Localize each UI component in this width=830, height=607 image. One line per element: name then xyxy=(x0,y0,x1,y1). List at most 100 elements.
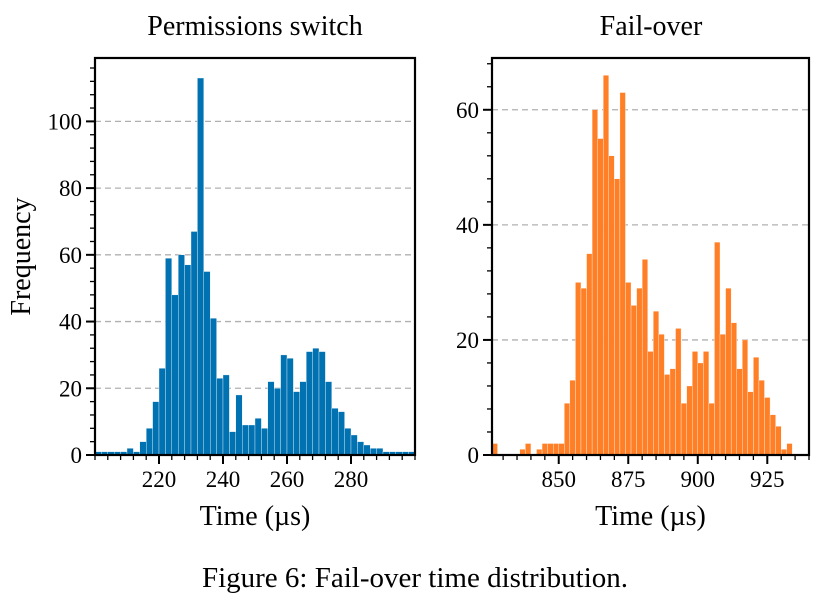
histogram-bar xyxy=(229,431,236,456)
y-tick-label: 0 xyxy=(71,443,83,468)
histogram-bar xyxy=(619,92,626,456)
histogram-bar xyxy=(338,411,345,456)
histogram-bar xyxy=(553,443,559,456)
histogram-bar xyxy=(280,354,288,456)
x-tick-label: 260 xyxy=(270,467,305,492)
histogram-bar xyxy=(669,368,676,456)
histogram-bar xyxy=(293,391,300,456)
histogram-bar xyxy=(692,351,698,456)
histogram-bar xyxy=(686,385,693,456)
histogram-bar xyxy=(747,391,754,456)
histogram-bar xyxy=(235,394,243,456)
panel-permissions-switch: Permissions switch 0 20 40 60 80 100 220 240 260 2… xyxy=(6,11,417,532)
histogram-bar xyxy=(363,444,371,456)
histogram-bar xyxy=(547,443,554,456)
histogram-bar xyxy=(630,305,637,456)
histogram-bar xyxy=(719,333,726,456)
histogram-bar xyxy=(658,333,665,456)
histogram-bar xyxy=(742,339,748,456)
y-tick-label: 40 xyxy=(456,213,479,238)
histogram-bar xyxy=(625,282,632,456)
x-axis-label: Time (µs) xyxy=(595,501,706,532)
histogram-bar xyxy=(184,264,192,456)
histogram-bar xyxy=(680,403,687,456)
histogram-bar xyxy=(786,443,793,456)
histogram-bar xyxy=(725,287,732,456)
histogram-bar xyxy=(586,253,593,456)
histogram-bar xyxy=(299,381,307,456)
x-tick-label: 850 xyxy=(541,467,576,492)
histogram-bar xyxy=(325,381,332,456)
histogram-bar xyxy=(216,378,224,456)
histogram-bar xyxy=(525,443,532,456)
x-tick-label: 900 xyxy=(681,467,716,492)
histogram-bar xyxy=(331,408,339,456)
histogram-bar xyxy=(152,401,160,456)
histogram-bar xyxy=(697,362,704,456)
histogram-bar xyxy=(641,259,648,456)
histogram-bar xyxy=(222,374,230,456)
histogram-bar xyxy=(591,109,598,456)
histogram-bar xyxy=(653,310,660,456)
y-tick-label: 80 xyxy=(59,176,82,201)
histogram-bar xyxy=(203,271,211,456)
plot-frame xyxy=(93,56,417,457)
histogram-bar xyxy=(248,424,256,456)
x-tick-label: 220 xyxy=(142,467,177,492)
histogram-bar xyxy=(178,254,185,456)
x-tick-label: 925 xyxy=(750,467,785,492)
histogram-bar xyxy=(647,351,654,456)
histogram-bar xyxy=(242,424,249,456)
histogram-bar xyxy=(146,428,153,456)
histogram-bar xyxy=(769,414,776,456)
histogram-bar xyxy=(580,287,587,456)
histogram-bar xyxy=(267,381,275,456)
histogram-bar xyxy=(357,441,364,456)
histogram-bar xyxy=(350,434,358,456)
histogram-bar xyxy=(614,178,621,456)
chart-title: Permissions switch xyxy=(147,11,362,42)
y-tick-label: 0 xyxy=(468,443,480,468)
histogram-bar xyxy=(597,138,604,456)
chart-title: Fail-over xyxy=(600,11,703,42)
histogram-bar xyxy=(318,351,326,456)
histogram-bar xyxy=(165,257,172,456)
histogram-bar xyxy=(675,328,682,456)
histogram-bar xyxy=(575,282,582,456)
histogram-bar xyxy=(608,155,615,456)
histogram-bar xyxy=(344,428,352,456)
histogram-bar xyxy=(775,426,782,456)
x-axis-label: Time (µs) xyxy=(200,501,311,532)
x-tick-label: 280 xyxy=(334,467,369,492)
histogram-bar xyxy=(764,397,771,456)
histogram-bar xyxy=(708,403,715,456)
histogram-bar xyxy=(730,322,737,456)
histogram-bar xyxy=(210,318,217,456)
histogram-bar xyxy=(636,287,643,456)
histogram-bar xyxy=(714,241,721,456)
histogram-bar xyxy=(569,380,576,456)
plot-frame xyxy=(490,56,811,457)
y-tick-label: 20 xyxy=(59,376,82,401)
histogram-bar xyxy=(753,357,760,456)
histogram-bar xyxy=(190,231,198,456)
histogram-bar xyxy=(171,294,179,456)
histogram-bar xyxy=(286,358,294,456)
y-tick-label: 100 xyxy=(48,109,83,134)
figure-caption: Figure 6: Fail-over time distribution. xyxy=(201,562,629,594)
y-tick-label: 40 xyxy=(59,310,82,335)
y-tick-label: 60 xyxy=(456,98,479,123)
histogram-bar xyxy=(664,374,671,456)
y-tick-label: 20 xyxy=(456,328,479,353)
histogram-bar xyxy=(139,441,147,456)
x-tick-label: 875 xyxy=(611,467,646,492)
histogram-bar xyxy=(558,443,565,456)
histogram-bar xyxy=(274,388,281,456)
histogram-bar xyxy=(736,368,743,456)
y-tick-label: 60 xyxy=(59,243,82,268)
histogram-bar xyxy=(564,403,571,456)
histogram-bar xyxy=(758,380,765,456)
histogram-bar xyxy=(703,351,710,456)
panel-fail-over: Fail-over 0 20 40 60 850 875 900 925 Time (µs) xyxy=(456,11,811,532)
